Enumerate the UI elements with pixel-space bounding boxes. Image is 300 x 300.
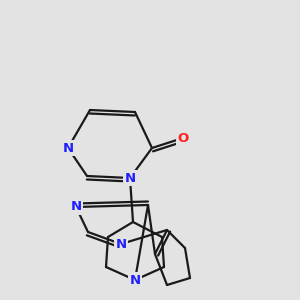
Text: N: N <box>129 274 141 286</box>
Text: N: N <box>62 142 74 154</box>
Text: O: O <box>177 131 189 145</box>
Text: N: N <box>116 238 127 250</box>
Text: N: N <box>124 172 136 184</box>
Text: N: N <box>70 200 82 214</box>
